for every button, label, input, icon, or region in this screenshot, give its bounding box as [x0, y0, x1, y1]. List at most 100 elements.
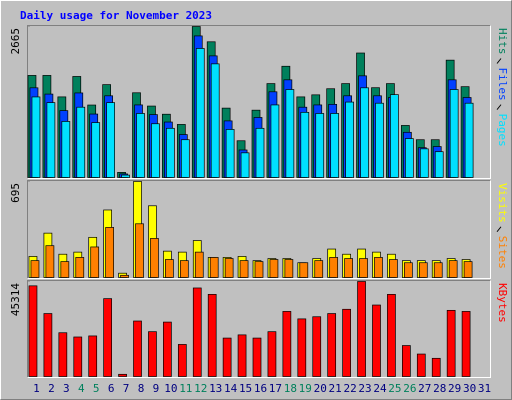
- bar: [402, 345, 411, 377]
- bar: [315, 113, 325, 178]
- x-tick-label: 12: [194, 382, 207, 395]
- bar: [58, 332, 68, 377]
- bar: [360, 87, 369, 178]
- bar: [389, 259, 398, 278]
- x-tick-label: 8: [138, 382, 145, 395]
- x-tick-label: 26: [403, 382, 416, 395]
- x-tick-label: 17: [269, 382, 282, 395]
- x-tick-label: 19: [299, 382, 312, 395]
- bar: [419, 148, 429, 178]
- bar: [91, 122, 101, 178]
- x-tick-label: 27: [418, 382, 431, 395]
- bar: [46, 102, 56, 178]
- x-tick-label: 22: [343, 382, 356, 395]
- bar: [136, 113, 145, 178]
- bar: [327, 313, 337, 377]
- bar: [73, 336, 83, 377]
- bar: [192, 287, 202, 377]
- bar: [463, 261, 473, 278]
- x-tick-label: 14: [224, 382, 238, 395]
- bar: [135, 223, 144, 278]
- bar: [177, 344, 187, 377]
- legend-separator: [496, 58, 502, 64]
- legend-separator: [496, 226, 502, 233]
- bar: [195, 48, 205, 178]
- bar: [163, 321, 172, 377]
- bar: [255, 127, 265, 178]
- x-tick-label: 16: [254, 382, 267, 395]
- x-tick-label: 29: [448, 382, 461, 395]
- legend-separator: [496, 104, 502, 110]
- x-tick-label: 1: [33, 382, 40, 395]
- bar: [284, 259, 294, 278]
- legend-entry: Files: [496, 68, 509, 101]
- bar: [431, 357, 441, 377]
- x-tick-label: 21: [329, 382, 342, 395]
- x-tick-label: 20: [314, 382, 327, 395]
- bar: [45, 245, 55, 278]
- bar: [76, 106, 86, 178]
- chart-title: Daily usage for November 2023: [20, 9, 212, 22]
- y-tick-label: 2665: [9, 28, 22, 55]
- x-tick-label: 25: [388, 382, 401, 395]
- bar: [299, 262, 309, 278]
- legend-entry: KBytes: [496, 283, 509, 323]
- bar: [210, 63, 220, 178]
- bar: [225, 129, 235, 178]
- x-tick-label: 15: [239, 382, 252, 395]
- bar: [448, 260, 458, 278]
- bar: [345, 101, 354, 178]
- bar: [270, 104, 280, 178]
- bar: [372, 304, 381, 377]
- bar: [28, 285, 38, 377]
- panel-border: [27, 180, 491, 279]
- x-tick-label: 24: [373, 382, 387, 395]
- bar: [106, 102, 115, 178]
- bar: [150, 238, 159, 278]
- bar: [312, 316, 322, 377]
- bar: [166, 127, 175, 178]
- bar: [121, 174, 130, 178]
- x-tick-label: 5: [93, 382, 100, 395]
- bar: [344, 258, 353, 278]
- x-tick-label: 28: [433, 382, 446, 395]
- bar: [240, 152, 250, 178]
- bar: [314, 260, 324, 278]
- bar: [105, 227, 114, 278]
- x-tick-label: 9: [153, 382, 160, 395]
- bar: [180, 139, 190, 178]
- x-tick-label: 11: [179, 382, 192, 395]
- bar: [90, 246, 100, 278]
- x-tick-label: 23: [358, 382, 371, 395]
- x-tick-label: 31: [478, 382, 491, 395]
- bar: [433, 262, 443, 278]
- bar: [31, 96, 41, 178]
- bar: [194, 251, 204, 278]
- bar: [75, 257, 85, 278]
- bar: [357, 281, 366, 377]
- legend-entry: Hits: [496, 28, 509, 55]
- bar: [103, 298, 112, 377]
- bar: [375, 102, 384, 178]
- bar: [148, 331, 157, 377]
- bar: [404, 262, 413, 278]
- bar: [252, 337, 262, 377]
- bar: [120, 274, 129, 278]
- bar: [118, 373, 127, 377]
- bar: [43, 313, 53, 377]
- bar: [461, 311, 471, 377]
- bar: [390, 94, 399, 178]
- bar: [60, 261, 70, 278]
- x-tick-label: 2: [48, 382, 55, 395]
- y-tick-label: 695: [9, 183, 22, 203]
- bar: [329, 257, 339, 278]
- bar: [151, 123, 160, 178]
- bar: [165, 259, 174, 278]
- bar: [179, 260, 189, 278]
- bar: [269, 259, 279, 278]
- bar: [207, 294, 217, 377]
- bar: [449, 89, 459, 178]
- bar: [209, 257, 219, 278]
- panel-border: [27, 280, 491, 378]
